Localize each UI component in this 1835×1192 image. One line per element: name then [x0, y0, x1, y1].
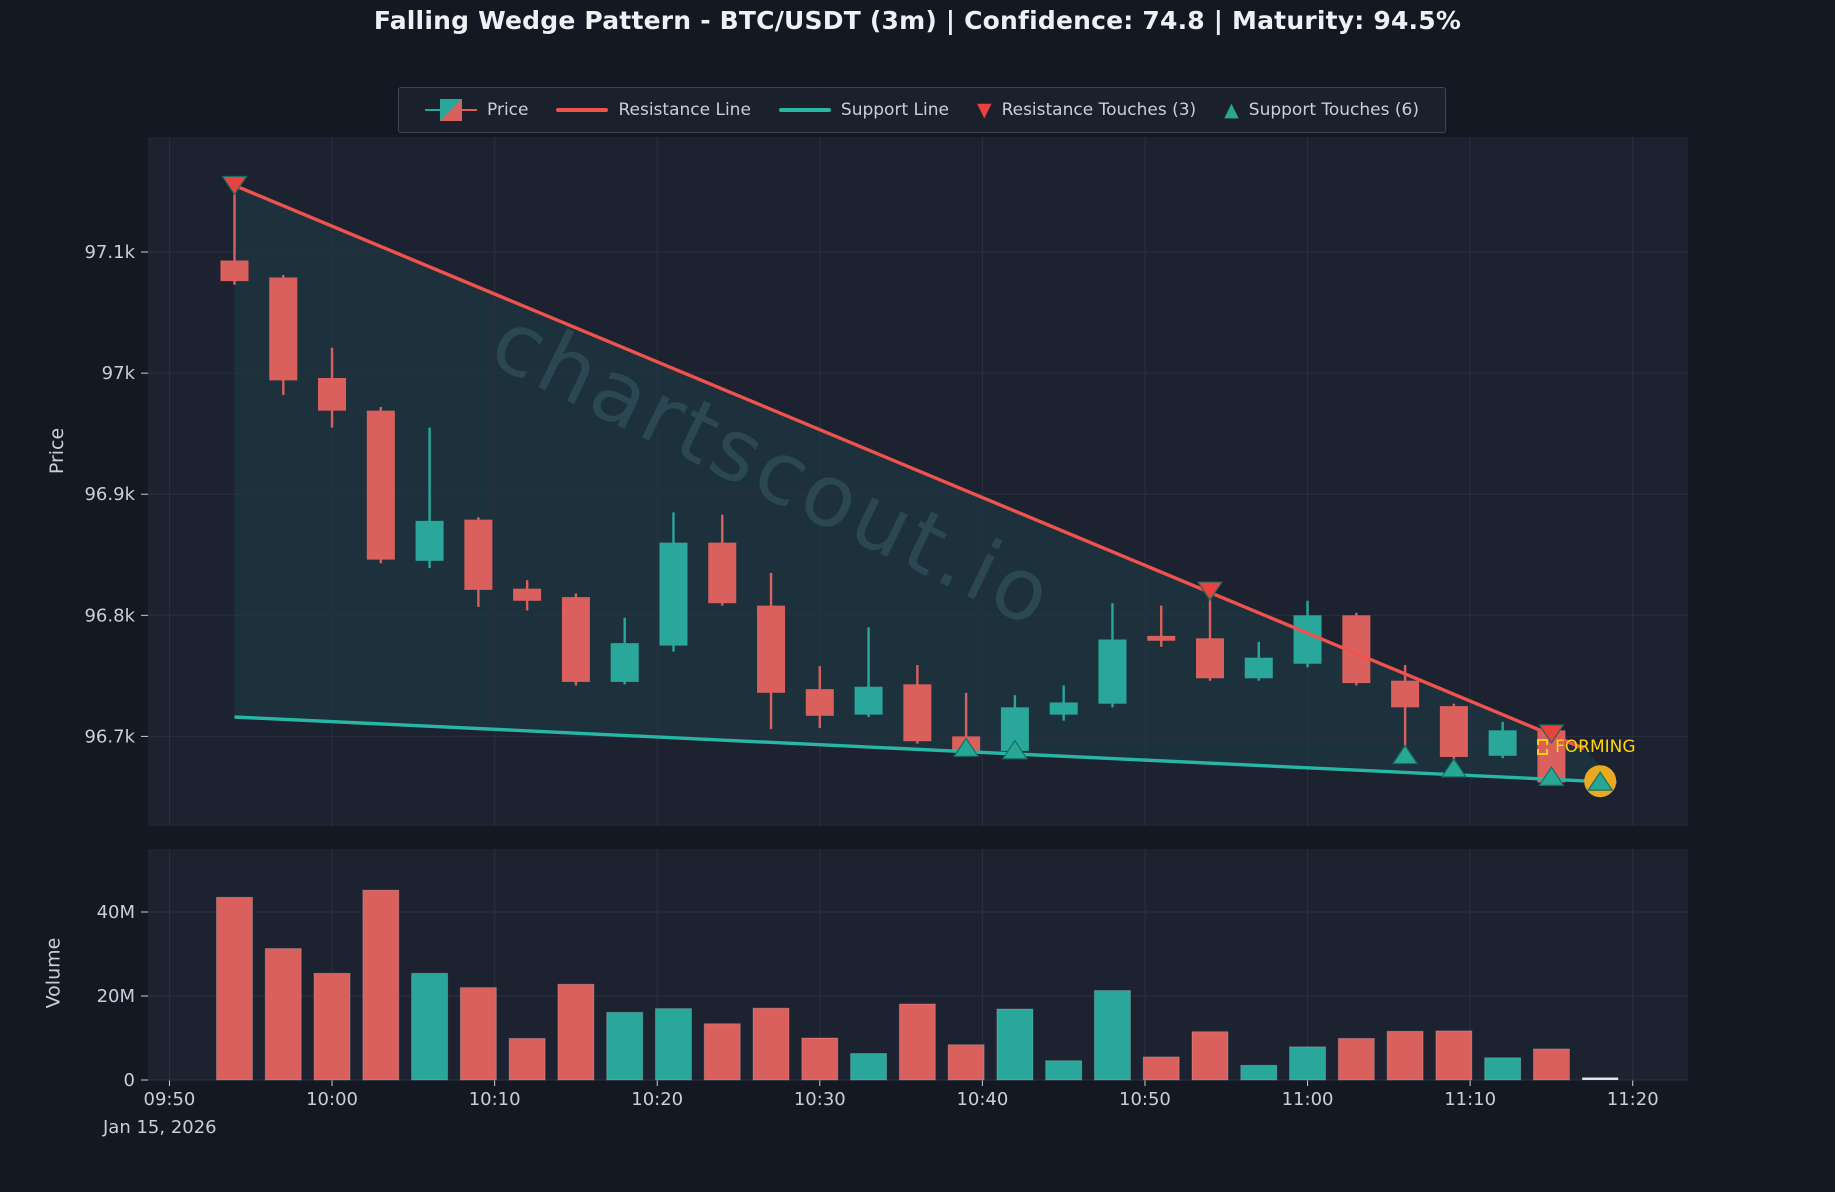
- legend-item-support-line: Support Line: [778, 100, 949, 120]
- svg-text:11:10: 11:10: [1444, 1089, 1496, 1110]
- svg-text:97.1k: 97.1k: [84, 242, 135, 263]
- svg-text:0: 0: [124, 1070, 135, 1091]
- missing-glyph-box-icon: [1537, 739, 1548, 755]
- svg-text:97k: 97k: [102, 363, 136, 384]
- forming-touch-circle: [1584, 765, 1617, 798]
- legend-label: Support Touches (6): [1248, 100, 1419, 120]
- svg-text:10:40: 10:40: [956, 1089, 1008, 1110]
- support-line: [234, 715, 1617, 785]
- svg-text:10:30: 10:30: [794, 1089, 846, 1110]
- tick-labels: 09:50 10:00 10:10 10:20 10:30 10:40 10:50 11:00…: [84, 242, 1658, 1110]
- svg-text:10:50: 10:50: [1119, 1089, 1171, 1110]
- svg-text:11:00: 11:00: [1282, 1089, 1334, 1110]
- legend-item-support-touches: ▲ Support Touches (6): [1224, 100, 1419, 120]
- svg-text:40M: 40M: [97, 902, 135, 923]
- svg-text:96.7k: 96.7k: [84, 726, 135, 747]
- candlestick-icon: [425, 98, 477, 122]
- svg-text:09:50: 09:50: [144, 1089, 196, 1110]
- svg-text:20M: 20M: [97, 986, 135, 1007]
- svg-text:10:20: 10:20: [631, 1089, 683, 1110]
- legend-label: Resistance Line: [618, 100, 751, 120]
- chart-title: Falling Wedge Pattern - BTC/USDT (3m) | …: [373, 6, 1462, 35]
- svg-text:10:00: 10:00: [306, 1089, 358, 1110]
- svg-text:10:10: 10:10: [469, 1089, 521, 1110]
- candles: [220, 185, 1566, 787]
- price-axis-title: Price: [46, 427, 69, 475]
- legend-label: Resistance Touches (3): [1001, 100, 1197, 120]
- legend-item-resistance-touches: ▼ Resistance Touches (3): [977, 100, 1196, 120]
- forming-label: FORMING: [1555, 737, 1636, 757]
- volume-bars: [215, 889, 1570, 1081]
- triangle-up-icon: ▲: [1224, 98, 1239, 121]
- svg-text:96.8k: 96.8k: [84, 605, 135, 626]
- forming-annotation: FORMING: [1537, 737, 1636, 757]
- triangle-down-icon: ▼: [976, 98, 992, 121]
- resistance-line: [233, 183, 1585, 751]
- legend-label: Price: [487, 100, 529, 120]
- volume-axis-title: Volume: [42, 937, 65, 1009]
- date-label: Jan 15, 2026: [103, 1117, 217, 1138]
- legend-item-resistance-line: Resistance Line: [556, 100, 751, 120]
- touch-markers: [221, 175, 1565, 786]
- red-line-icon: [556, 108, 609, 112]
- legend-label: Support Line: [840, 100, 949, 120]
- legend: Price Resistance Line Support Line ▼ Res…: [398, 87, 1446, 133]
- legend-item-price: Price: [425, 98, 528, 122]
- teal-line-icon: [778, 108, 831, 112]
- svg-text:96.9k: 96.9k: [84, 484, 135, 505]
- svg-text:11:20: 11:20: [1607, 1089, 1659, 1110]
- forming-volume-dash: [1582, 1077, 1619, 1080]
